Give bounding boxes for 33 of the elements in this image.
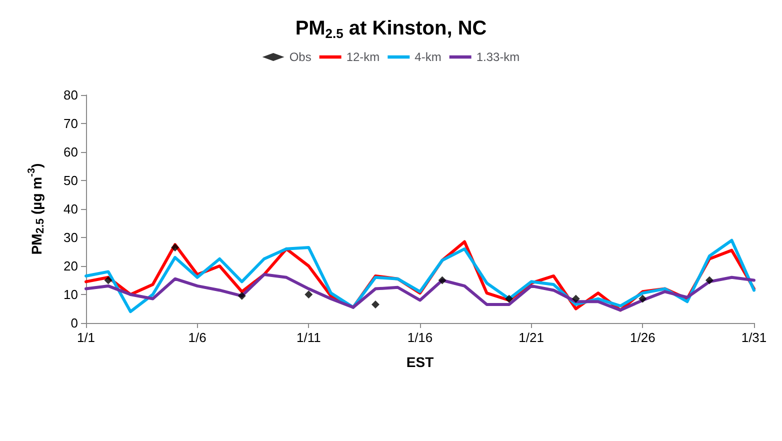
y-tick-label: 30: [64, 230, 78, 245]
x-tick-label: 1/6: [188, 330, 206, 345]
legend-label: 1.33-km: [476, 50, 520, 64]
line-series: [84, 273, 756, 312]
y-tick-label: 70: [64, 116, 78, 131]
legend-label: 12-km: [346, 50, 380, 64]
point: [572, 294, 580, 303]
point: [371, 300, 380, 308]
y-tick-label: 0: [70, 316, 78, 330]
point: [505, 294, 514, 303]
x-tick-label: 1/21: [518, 330, 544, 345]
point: [104, 276, 112, 284]
x-tick-label: 1/26: [630, 330, 656, 345]
point: [238, 292, 246, 300]
y-tick-label: 20: [64, 258, 78, 274]
x-tick-label: 1/16: [407, 330, 433, 345]
y-tick-label: 10: [64, 287, 78, 302]
y-tick-label: 80: [64, 88, 78, 102]
legend-label: 4-km: [414, 50, 442, 64]
point: [438, 276, 446, 284]
x-tick-label: 1/11: [296, 330, 321, 345]
y-tick-label: 40: [64, 202, 78, 216]
x-tick-label: 1/1: [76, 330, 96, 345]
x-axis-title: EST: [406, 354, 434, 370]
legend-label: Obs: [289, 50, 312, 64]
point: [638, 294, 647, 303]
point: [304, 290, 313, 298]
point: [171, 243, 180, 252]
y-tick-label: 50: [64, 173, 78, 188]
y-axis-title: PM2.5 (µg m-3): [26, 163, 46, 255]
y-tick-label: 60: [64, 144, 78, 160]
point: [705, 276, 714, 284]
x-tick-label: 1/31: [741, 330, 767, 345]
